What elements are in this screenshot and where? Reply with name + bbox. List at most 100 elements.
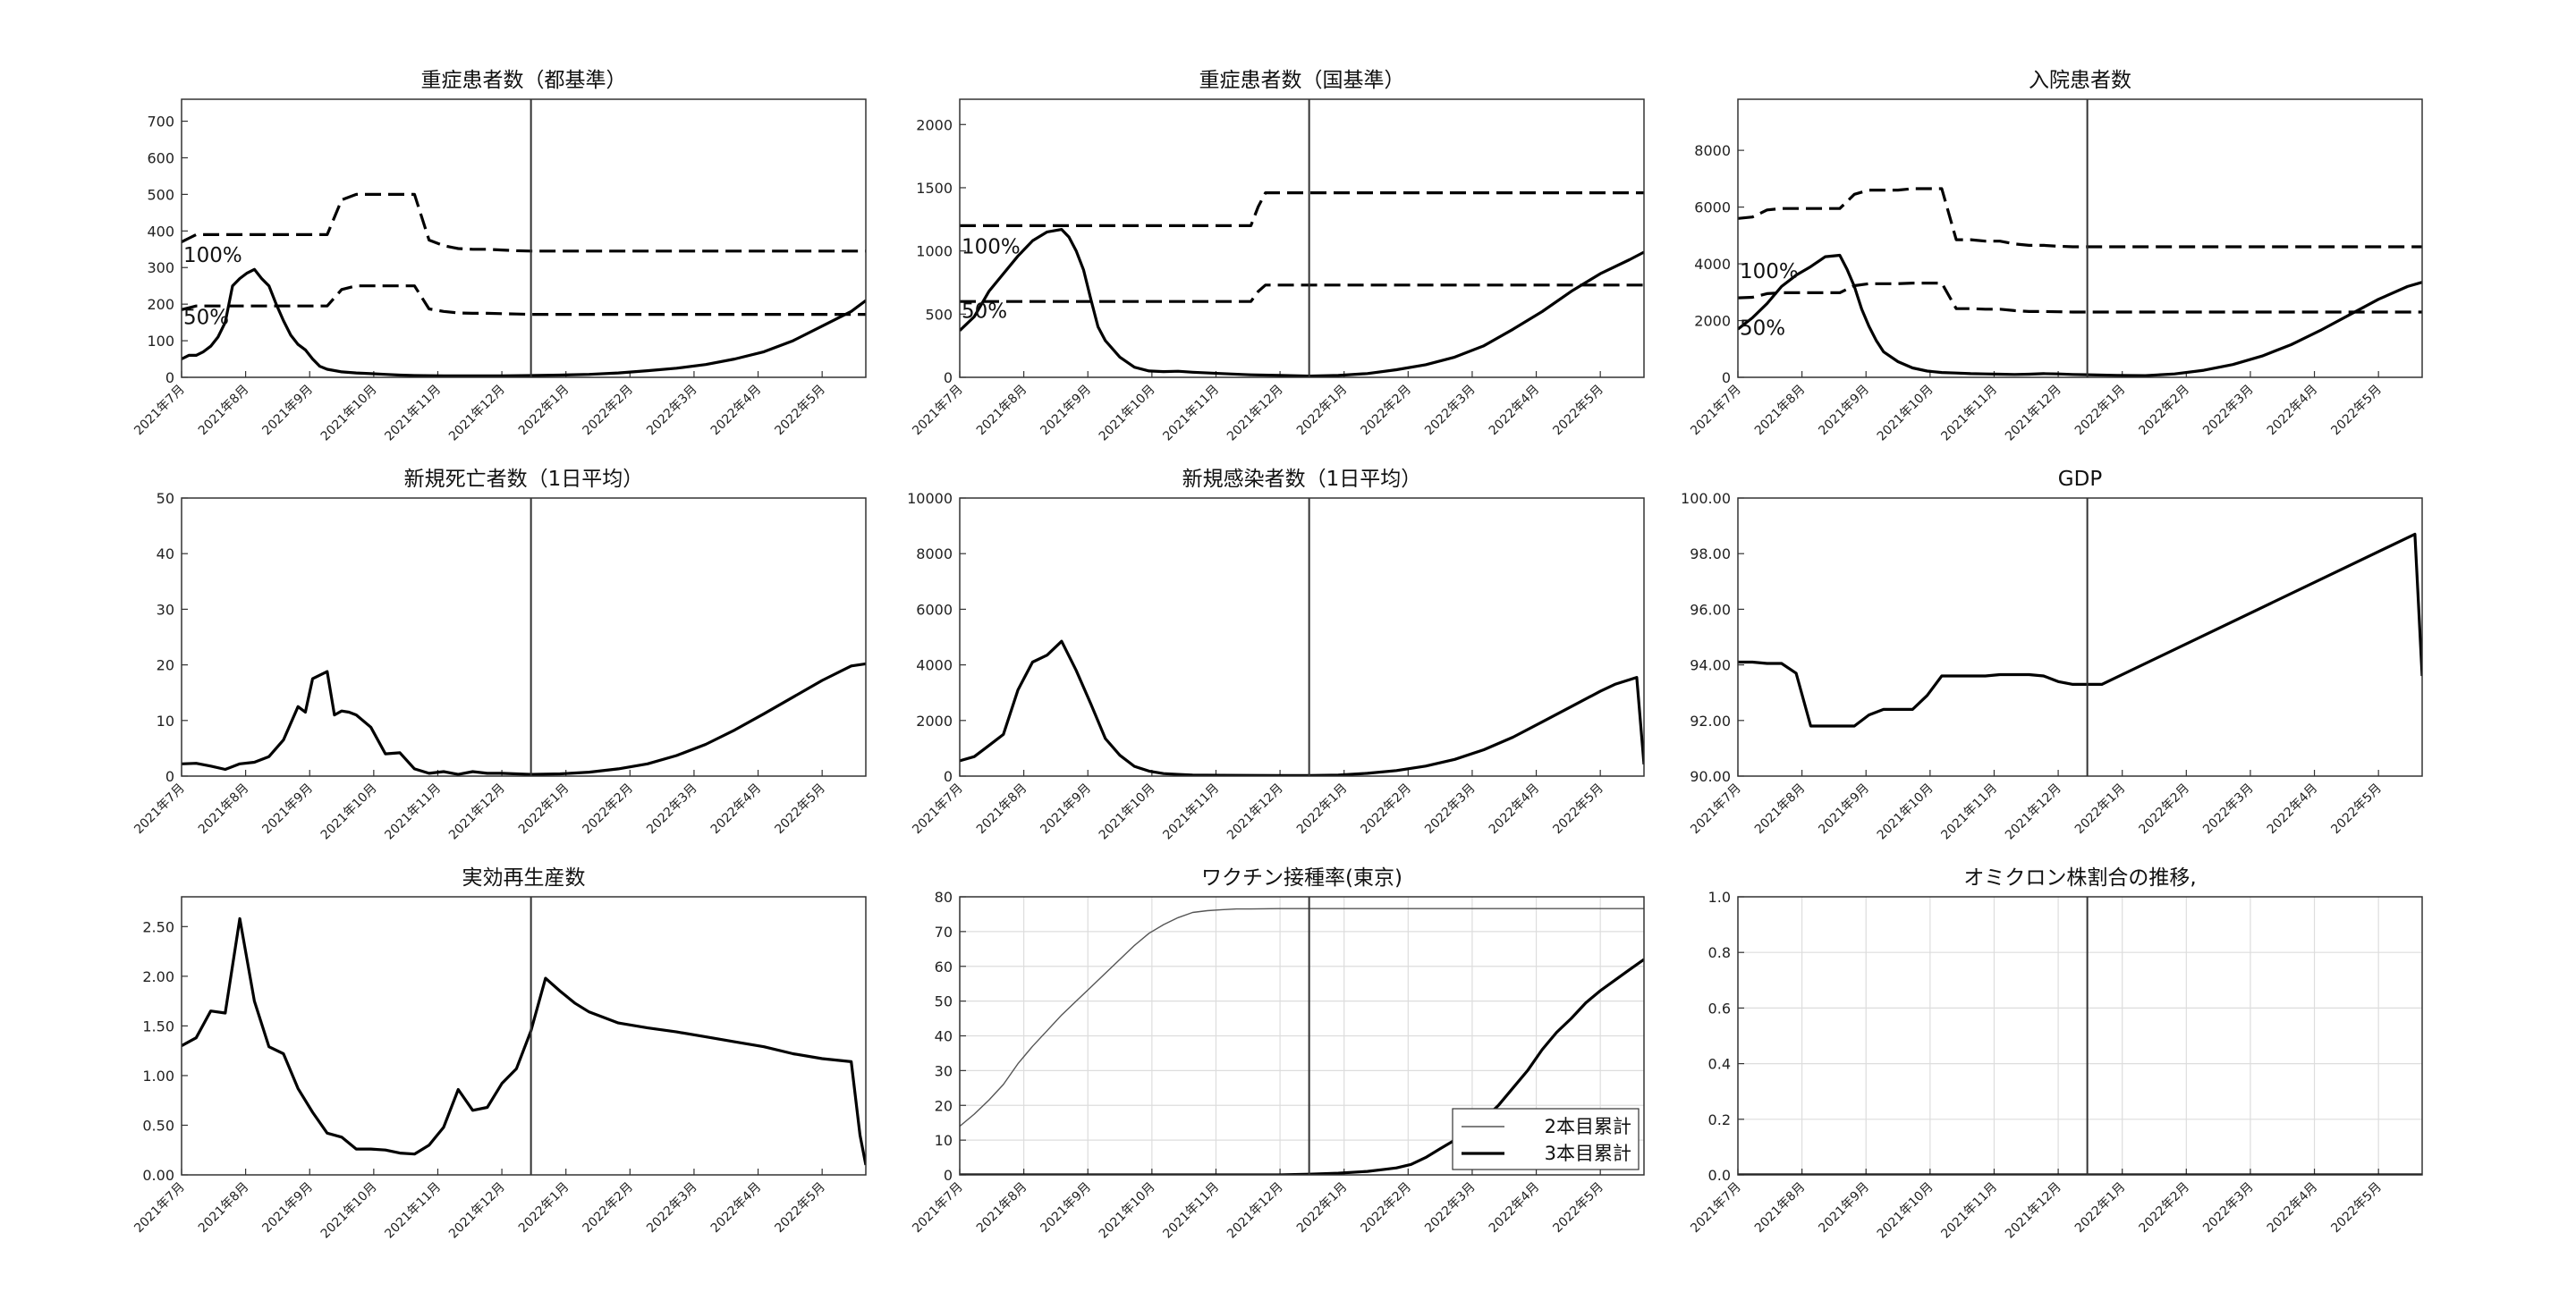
series-line <box>182 284 866 317</box>
x-tick-label: 2022年2月 <box>2137 781 2193 838</box>
y-tick-label: 10 <box>935 1132 953 1149</box>
y-tick-label: 200 <box>147 296 174 313</box>
y-tick-label: 90.00 <box>1690 768 1731 785</box>
x-tick-label: 2022年4月 <box>1487 781 1543 838</box>
y-tick-label: 0.8 <box>1708 944 1731 961</box>
y-tick-label: 50 <box>935 993 953 1010</box>
x-tick-label: 2022年2月 <box>1359 781 1415 838</box>
x-tick-label: 2022年3月 <box>644 781 700 838</box>
x-tick-label: 2022年5月 <box>772 1180 828 1237</box>
series-line <box>182 267 866 377</box>
x-tick-label: 2021年11月 <box>1160 1180 1222 1242</box>
x-tick-label: 2021年8月 <box>1752 1180 1809 1237</box>
y-tick-label: 60 <box>935 959 953 975</box>
y-tick-label: 80 <box>935 889 953 906</box>
y-tick-label: 6000 <box>1694 199 1731 216</box>
x-tick-label: 2021年11月 <box>1938 781 2000 843</box>
x-tick-label: 2022年3月 <box>644 1180 700 1237</box>
y-tick-label: 2000 <box>916 116 953 133</box>
x-tick-label: 2021年11月 <box>1938 383 2000 444</box>
x-tick-label: 2021年8月 <box>196 781 252 838</box>
y-tick-label: 20 <box>935 1097 953 1114</box>
x-tick-label: 2022年2月 <box>580 1180 637 1237</box>
x-tick-label: 2021年9月 <box>1816 781 1872 838</box>
threshold-label: 100% <box>183 244 242 267</box>
series-line <box>182 916 866 1166</box>
x-tick-label: 2022年4月 <box>708 1180 765 1237</box>
x-tick-label: 2022年4月 <box>708 781 765 838</box>
y-tick-label: 1000 <box>916 243 953 260</box>
x-tick-label: 2021年10月 <box>318 781 380 843</box>
plot-frame <box>1737 98 2423 378</box>
y-tick-label: 30 <box>935 1062 953 1079</box>
y-tick-label: 1.00 <box>142 1068 174 1085</box>
x-tick-label: 2021年11月 <box>382 383 444 444</box>
x-tick-label: 2021年8月 <box>196 383 252 439</box>
x-tick-label: 2022年2月 <box>1359 1180 1415 1237</box>
x-tick-label: 2021年8月 <box>974 781 1030 838</box>
legend: 2本目累計 3本目累計 <box>1452 1108 1640 1170</box>
chart-title: 重症患者数（国基準） <box>1199 69 1405 92</box>
x-tick-label: 2021年9月 <box>259 781 316 838</box>
y-tick-label: 70 <box>935 924 953 941</box>
y-tick-label: 2.50 <box>142 918 174 935</box>
x-tick-label: 2022年2月 <box>580 781 637 838</box>
x-tick-label: 2021年8月 <box>974 383 1030 439</box>
plot-frame <box>1737 896 2423 1176</box>
x-tick-label: 2021年12月 <box>1224 781 1286 843</box>
y-tick-label: 0 <box>944 369 953 386</box>
x-tick-label: 2022年5月 <box>1550 383 1606 439</box>
x-tick-label: 2022年1月 <box>1294 781 1351 838</box>
series-line <box>182 192 866 253</box>
threshold-label: 50% <box>1740 317 1785 340</box>
y-tick-label: 700 <box>147 114 174 131</box>
x-tick-label: 2022年4月 <box>2265 781 2321 838</box>
plot-frame <box>1737 497 2423 777</box>
x-tick-label: 2021年7月 <box>131 1180 188 1237</box>
x-tick-label: 2021年12月 <box>1224 383 1286 444</box>
y-tick-label: 400 <box>147 223 174 240</box>
y-tick-label: 0 <box>944 768 953 785</box>
x-tick-label: 2021年11月 <box>1160 383 1222 444</box>
y-tick-label: 6000 <box>916 601 953 618</box>
x-tick-label: 2022年1月 <box>1294 1180 1351 1237</box>
x-tick-label: 2022年1月 <box>1294 383 1351 439</box>
x-tick-label: 2022年3月 <box>644 383 700 439</box>
plot-frame <box>959 98 1645 378</box>
x-tick-label: 2021年11月 <box>1938 1180 2000 1242</box>
y-tick-label: 94.00 <box>1690 657 1731 674</box>
chart-panel: 0 10 20 30 40 50 2021年7月 2021年8月 2021年9月 2021年10月… <box>131 468 867 843</box>
x-tick-label: 2021年10月 <box>1097 781 1158 843</box>
plot-frame <box>181 497 867 777</box>
x-tick-label: 2022年1月 <box>2072 383 2129 439</box>
series-line <box>182 662 866 776</box>
x-tick-label: 2021年9月 <box>1038 1180 1094 1237</box>
y-tick-label: 0.2 <box>1708 1111 1731 1128</box>
x-tick-label: 2022年2月 <box>2137 1180 2193 1237</box>
x-tick-label: 2022年5月 <box>1550 1180 1606 1237</box>
y-tick-label: 30 <box>157 601 174 618</box>
y-tick-label: 10000 <box>907 490 953 507</box>
plot-frame <box>181 896 867 1176</box>
y-tick-label: 600 <box>147 149 174 166</box>
x-tick-label: 2021年8月 <box>974 1180 1030 1237</box>
x-tick-label: 2022年4月 <box>1487 1180 1543 1237</box>
x-tick-label: 2021年11月 <box>1160 781 1222 843</box>
x-tick-label: 2021年11月 <box>382 781 444 843</box>
series-line <box>1738 532 2422 728</box>
x-tick-label: 2021年7月 <box>1688 383 1744 439</box>
y-tick-label: 1.0 <box>1708 889 1731 906</box>
x-tick-label: 2021年7月 <box>131 383 188 439</box>
x-tick-label: 2021年9月 <box>1816 1180 1872 1237</box>
y-tick-label: 1.50 <box>142 1018 174 1035</box>
y-tick-label: 0 <box>944 1167 953 1184</box>
chart-title: 重症患者数（都基準） <box>421 69 627 92</box>
y-tick-label: 500 <box>925 306 953 323</box>
x-tick-label: 2021年10月 <box>1097 1180 1158 1242</box>
